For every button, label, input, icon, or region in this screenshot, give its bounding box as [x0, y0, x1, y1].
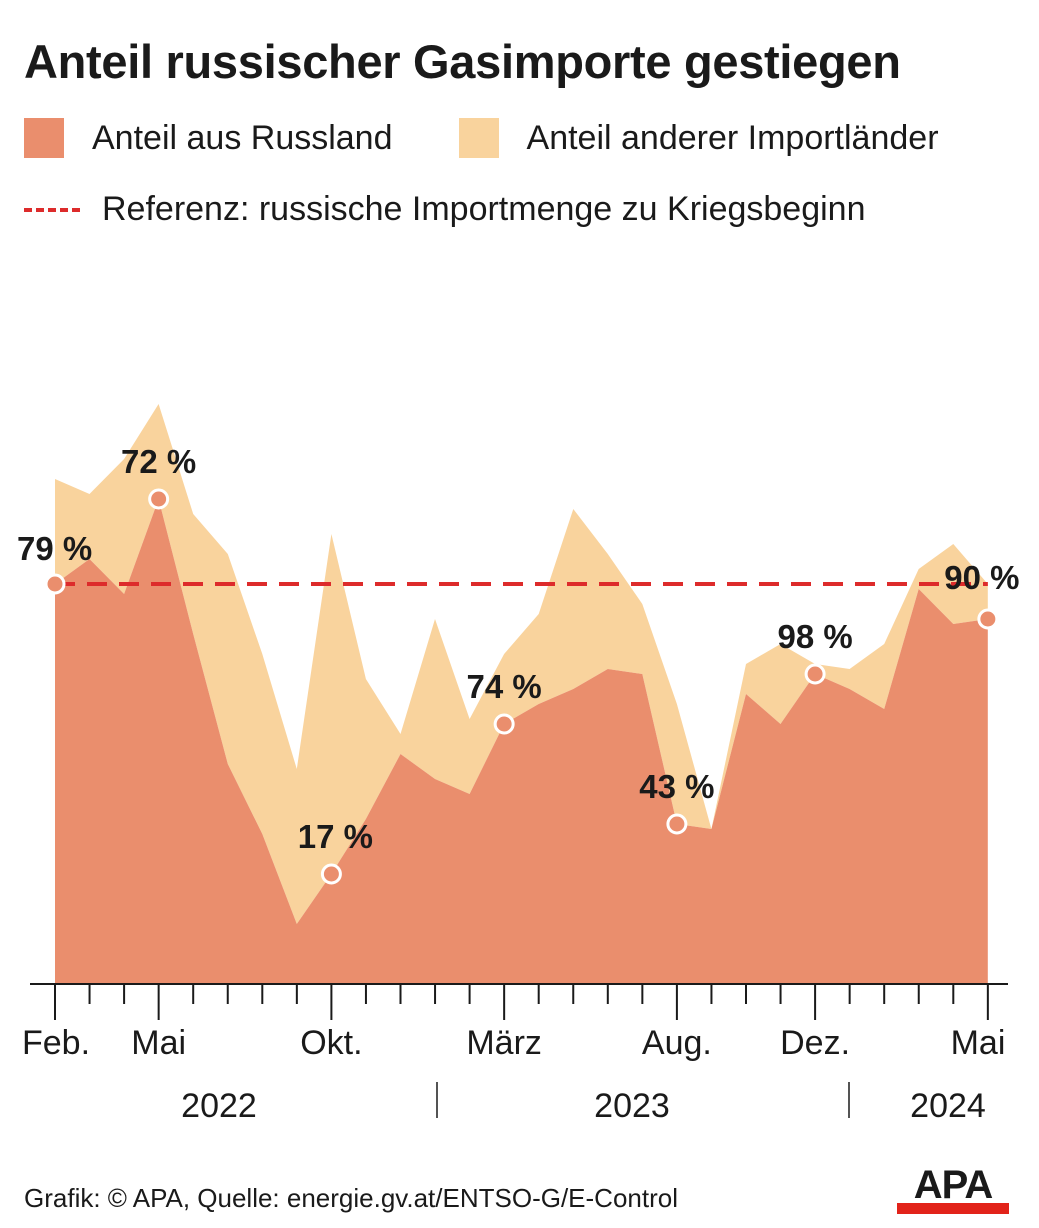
x-tick-label: März — [466, 1024, 542, 1062]
gas-import-chart: Feb. Mai Okt. März Aug. Dez. Mai 2022 2023 2024 7… — [17, 404, 1019, 1125]
x-tick-label: Aug. — [642, 1024, 712, 1062]
data-point-marker — [148, 488, 170, 510]
legend-item-russia: Anteil aus Russland — [24, 118, 393, 158]
year-label: 2022 — [181, 1087, 257, 1125]
data-point-marker — [666, 813, 688, 835]
legend-item-others: Anteil anderer Importländer — [458, 118, 939, 158]
legend-reference: Referenz: russische Importmenge zu Krieg… — [24, 190, 866, 229]
area-others — [55, 404, 988, 924]
legend-swatch-others — [458, 118, 499, 158]
year-label: 2023 — [594, 1087, 670, 1125]
x-tick-label: Dez. — [780, 1024, 850, 1062]
data-label: 72 % — [121, 443, 196, 480]
data-label: 90 % — [944, 559, 1019, 596]
x-tick-label: Mai — [131, 1024, 186, 1062]
data-label: 98 % — [777, 618, 852, 655]
legend-swatch-russia — [24, 118, 64, 158]
data-point-marker — [320, 863, 342, 885]
data-point-marker — [804, 663, 826, 685]
data-point-marker — [977, 608, 999, 630]
year-label: 2024 — [910, 1087, 986, 1125]
data-label: 79 % — [17, 530, 92, 567]
chart-title: Anteil russischer Gasimporte gestiegen — [24, 35, 901, 88]
data-label: 17 % — [298, 818, 373, 855]
x-tick-label: Okt. — [300, 1024, 362, 1062]
source-footer: Grafik: © APA, Quelle: energie.gv.at/ENT… — [24, 1183, 678, 1213]
x-tick-label: Mai — [951, 1024, 1006, 1062]
legend-label-others: Anteil anderer Importländer — [526, 118, 939, 157]
data-label: 74 % — [467, 668, 542, 705]
data-point-marker — [493, 713, 515, 735]
apa-logo-text: APA — [914, 1163, 993, 1207]
data-point-marker — [44, 573, 66, 595]
legend-label-reference: Referenz: russische Importmenge zu Krieg… — [102, 190, 866, 228]
area-russia — [55, 499, 988, 984]
x-tick-label: Feb. — [22, 1024, 90, 1062]
legend-dash-reference — [24, 207, 80, 212]
data-label: 43 % — [639, 768, 714, 805]
legend-label-russia: Anteil aus Russland — [92, 118, 393, 157]
apa-logo-bar — [897, 1203, 1009, 1214]
apa-logo-icon: APA — [897, 1163, 1009, 1214]
legend: Anteil aus Russland Anteil anderer Impor… — [24, 118, 939, 158]
